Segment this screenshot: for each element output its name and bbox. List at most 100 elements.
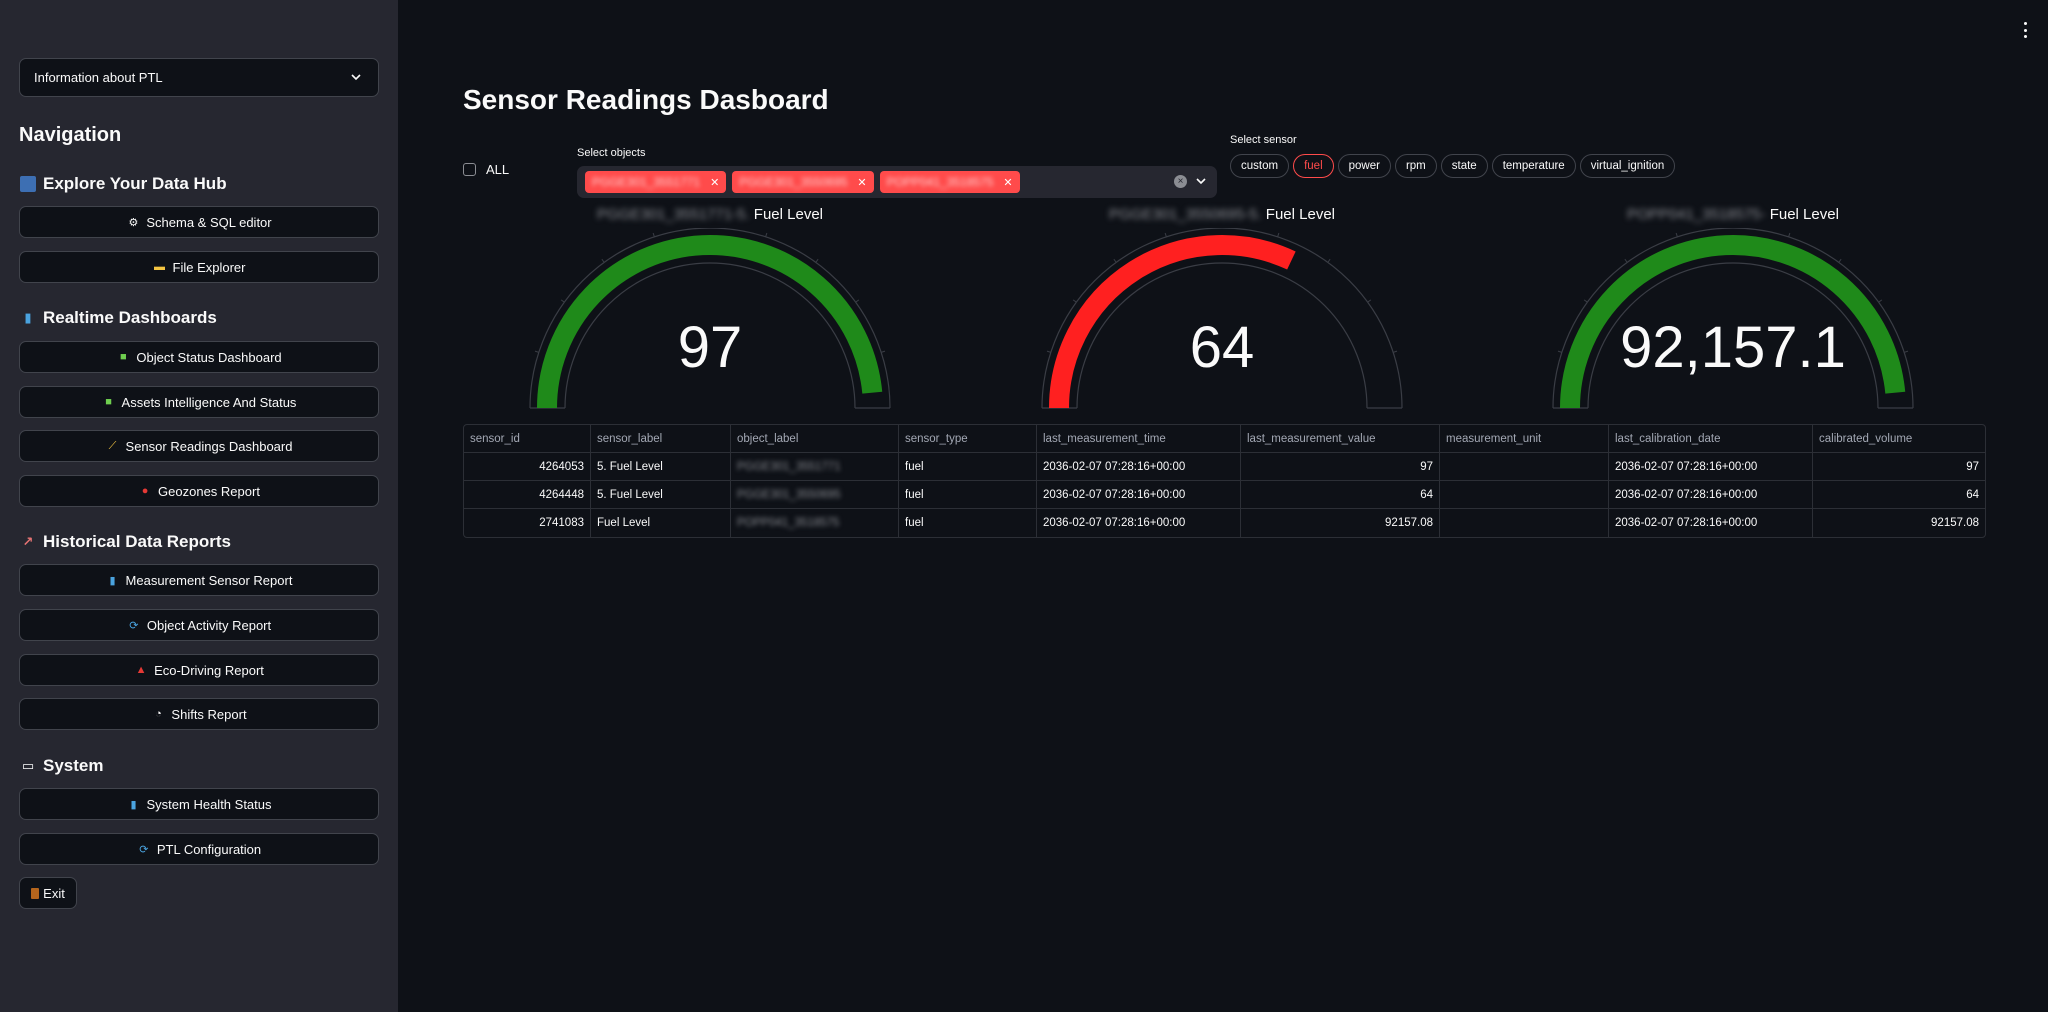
column-header[interactable]: sensor_type [899,425,1037,452]
object-tag[interactable]: PGGE301_3550695 ✕ [732,171,874,193]
gauge-tick [1788,232,1791,237]
sensor-type-cell: fuel [899,509,1037,537]
gauge-tick [855,299,860,303]
gauge-value-bar [1049,235,1296,409]
sensor-pill-virtual-ignition[interactable]: virtual_ignition [1579,154,1676,178]
bar-chart-icon: ▮ [24,310,32,325]
schema-sql-editor-button[interactable]: ⚙ Schema & SQL editor [19,206,379,238]
sensor-pill-power[interactable]: power [1337,154,1391,178]
gauge-tick [1046,350,1051,353]
gauge-outer-ring [529,228,891,409]
sensor-pill-temperature[interactable]: temperature [1491,154,1576,178]
last-measurement-time-cell: 2036-02-07 07:28:16+00:00 [1037,453,1241,480]
ptl-configuration-button[interactable]: ⟳ PTL Configuration [19,833,379,865]
gauge-title: PGGE301_3550695-5. Fuel Level [1108,206,1335,223]
sensor-pill-fuel[interactable]: fuel [1293,154,1334,178]
table-row[interactable]: 4264053 5. Fuel Level PGGE301_3551771 fu… [464,453,1985,481]
refresh-icon: ⟳ [139,843,149,856]
column-header[interactable]: last_measurement_time [1037,425,1241,452]
gauge-inner-ring [1587,262,1879,409]
monitor-icon: ▭ [21,758,35,773]
main-content: Sensor Readings Dasboard ALL Select obje… [398,0,2048,1012]
gauge-value: 97 [677,315,743,380]
calibrated-volume-cell: 92157.08 [1931,517,1979,529]
gauge-tick [765,232,768,237]
gauge-outer-ring [1552,228,1914,409]
gauge-title: PGGE301_3551771-5. Fuel Level [596,206,823,223]
object-label-cell: POPP041_3518575 [731,509,899,537]
measurement-unit-cell [1440,481,1609,508]
file-explorer-button[interactable]: ▬ File Explorer [19,251,379,283]
truck-icon: ■ [105,396,112,408]
gauge-tick [1367,299,1372,303]
gauge-tick [1393,350,1398,353]
chevron-down-icon [351,74,361,81]
column-header[interactable]: measurement_unit [1440,425,1609,452]
bar-chart-icon: ▮ [109,574,116,587]
gauge-tick [1164,232,1167,237]
sensor-pill-custom[interactable]: custom [1230,154,1290,178]
gauge-tick [815,258,819,263]
gauge-tick [1675,232,1678,237]
object-status-dashboard-button[interactable]: ■ Object Status Dashboard [19,341,379,373]
checkbox-box[interactable] [463,163,476,176]
remove-tag-icon[interactable]: ✕ [710,176,720,189]
table-row[interactable]: 4264448 5. Fuel Level PGGE301_3550695 fu… [464,481,1985,509]
info-select[interactable]: Information about PTL [19,58,379,97]
column-header[interactable]: sensor_label [591,425,731,452]
column-header[interactable]: object_label [731,425,899,452]
column-header[interactable]: calibrated_volume [1819,432,1913,445]
geozones-report-button[interactable]: ● Geozones Report [19,475,379,507]
object-label-cell: PGGE301_3551771 [731,453,899,480]
page-title: Sensor Readings Dasboard [463,84,829,115]
assets-intelligence-button[interactable]: ■ Assets Intelligence And Status [19,386,379,418]
fuel-gauge: PGGE301_3551771-5. Fuel Level 97 [510,206,910,409]
object-label-cell: PGGE301_3550695 [731,481,899,508]
trend-icon: ↗ [22,534,34,549]
gauge-value-bar [1560,235,1906,409]
exit-button[interactable]: Exit [19,877,77,909]
sensor-readings-dashboard-button[interactable]: ⟋ Sensor Readings Dashboard [19,430,379,462]
object-tag[interactable]: PGGE301_3551771 ✕ [585,171,727,193]
fuel-gauge: PGGE301_3550695-5. Fuel Level 64 [1022,206,1422,409]
system-health-status-button[interactable]: ▮ System Health Status [19,788,379,820]
column-header[interactable]: last_calibration_date [1609,425,1813,452]
sensor-table[interactable]: sensor_id sensor_label object_label sens… [463,424,1986,538]
select-objects-label: Select objects [577,147,646,159]
section-explore: Explore Your Data Hub [20,174,227,194]
calibrated-volume-cell: 64 [1966,488,1979,501]
objects-multiselect[interactable]: PGGE301_3551771 ✕ PGGE301_3550695 ✕ POPP… [577,166,1217,198]
object-activity-report-button[interactable]: ⟳ Object Activity Report [19,609,379,641]
refresh-icon: ⟳ [129,619,139,632]
eco-driving-report-button[interactable]: ▲ Eco-Driving Report [19,654,379,686]
column-header[interactable]: last_measurement_value [1241,425,1440,452]
gauge-tick [881,350,886,353]
last-measurement-time-cell: 2036-02-07 07:28:16+00:00 [1037,509,1241,537]
sensor-pill-rpm[interactable]: rpm [1394,154,1437,178]
gauge-tick [601,258,605,263]
gauge-dial [1041,228,1403,409]
gauge-inner-ring [564,262,856,409]
measurement-sensor-report-button[interactable]: ▮ Measurement Sensor Report [19,564,379,596]
gauge-tick [1327,258,1331,263]
car-icon: ▲ [135,664,147,676]
clear-icon[interactable]: × [1174,175,1187,188]
calibrated-volume-cell: 97 [1966,460,1979,473]
all-checkbox[interactable]: ALL [463,162,509,177]
measurement-unit-cell [1440,453,1609,480]
sensor-id-cell: 4264053 [464,453,591,480]
sensor-type-cell: fuel [899,453,1037,480]
table-row[interactable]: 2741083 Fuel Level POPP041_3518575 fuel … [464,509,1985,537]
column-header[interactable]: sensor_id [464,425,591,452]
chevron-down-icon[interactable] [1195,175,1207,187]
main-menu-icon[interactable] [2022,22,2028,38]
gauge-tick [1072,299,1077,303]
sensor-pill-state[interactable]: state [1440,154,1488,178]
object-tag[interactable]: POPP041_3518575 ✕ [879,171,1020,193]
remove-tag-icon[interactable]: ✕ [1003,176,1013,189]
remove-tag-icon[interactable]: ✕ [857,176,867,189]
fuel-gauge: POPP041_3518575- Fuel Level 92,157.1 [1533,206,1933,409]
sensor-type-cell: fuel [899,481,1037,508]
sensor-pills: custom fuel power rpm state temperature … [1230,154,1676,178]
shifts-report-button[interactable]: ◔ Shifts Report [19,698,379,730]
